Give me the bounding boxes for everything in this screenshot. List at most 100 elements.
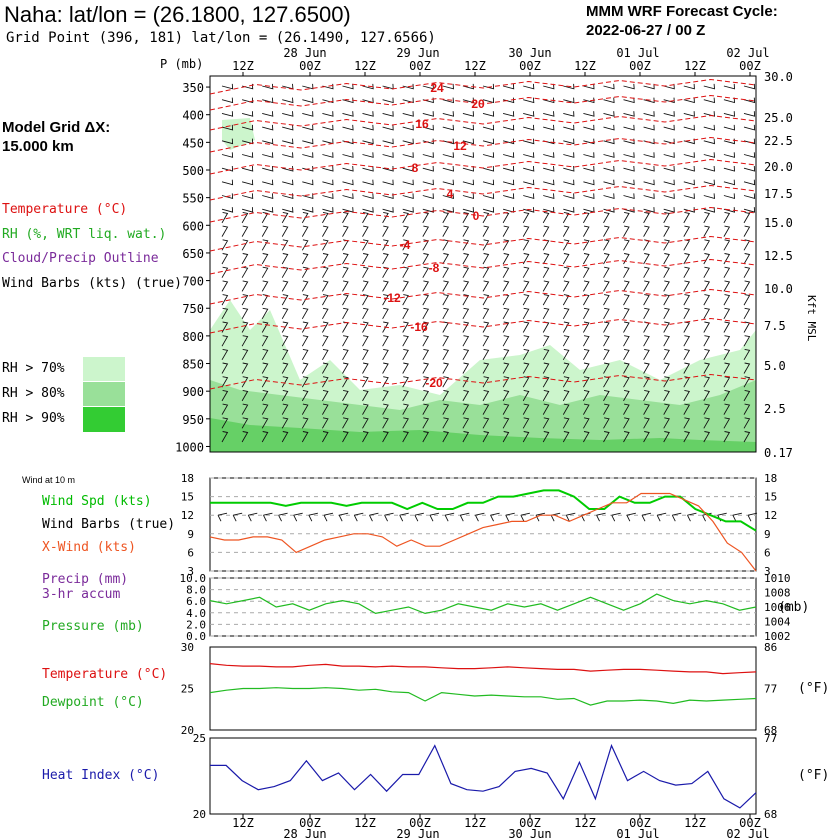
wind-barb xyxy=(482,294,490,306)
wind-barb xyxy=(301,211,309,224)
wind-barb xyxy=(442,266,450,278)
wind-barb xyxy=(462,83,474,90)
height-axis-label: Kft MSL xyxy=(805,295,818,342)
wind-barb xyxy=(583,179,595,186)
rh70-swatch xyxy=(83,357,125,381)
wind-barb xyxy=(221,389,229,402)
temp-tick-label-f: 86 xyxy=(764,641,777,654)
wind-barb xyxy=(462,266,470,278)
wind-barb xyxy=(462,376,470,388)
surface-wind-barb xyxy=(687,512,697,522)
isotherm-label: -8 xyxy=(429,261,440,275)
wind-barb xyxy=(723,431,731,443)
wind-barb xyxy=(743,389,751,402)
wind-barb xyxy=(281,211,289,224)
wind-barb xyxy=(382,335,389,347)
wind-barb xyxy=(282,111,294,117)
wind-barb xyxy=(281,266,289,278)
wind-barb xyxy=(442,179,454,186)
wind-barb xyxy=(282,138,294,145)
pressure-tick-label: 1006 xyxy=(764,601,791,614)
wind-barb xyxy=(723,239,731,251)
wind-barb xyxy=(322,348,329,361)
wind-barb xyxy=(241,83,254,90)
wind-barb xyxy=(482,389,490,402)
wind-barb xyxy=(583,253,590,265)
wind-barb xyxy=(322,138,334,145)
wind-barb xyxy=(743,152,756,158)
wind-barb xyxy=(281,417,289,429)
wind-barb xyxy=(282,207,294,213)
wind-barb xyxy=(743,294,751,306)
wind-barb xyxy=(442,211,450,224)
model-grid-label: Model Grid ΔX: xyxy=(2,119,111,136)
wind-barb xyxy=(322,280,329,292)
isotherm-line xyxy=(209,317,757,334)
surface-wind-barb xyxy=(384,512,394,522)
wind-barb xyxy=(502,211,510,224)
wind-barb xyxy=(723,335,731,347)
wind-barb xyxy=(743,97,756,104)
wind-barb xyxy=(623,211,630,224)
wind-barb xyxy=(583,431,590,443)
wind-barb xyxy=(282,165,294,172)
wind-barb xyxy=(583,225,590,237)
wind-barb xyxy=(583,348,590,361)
wind-barb xyxy=(241,111,254,117)
legend-rh: RH (%, WRT liq. wat.) xyxy=(2,227,167,242)
wind-barb xyxy=(683,225,691,237)
bottom-time-label: 12Z xyxy=(464,816,486,830)
wind-barb xyxy=(542,239,550,251)
wind-barb xyxy=(362,211,369,224)
wind-barb xyxy=(342,225,349,237)
time-tick-label: 12Z xyxy=(574,59,596,73)
wind-barb xyxy=(281,239,289,251)
temperature-frame xyxy=(209,646,757,731)
wind-barb xyxy=(402,266,409,278)
wind-barb xyxy=(743,225,751,237)
surface-wind-barb xyxy=(444,512,455,522)
wind-barb xyxy=(583,124,595,131)
wind-barb xyxy=(703,152,715,158)
wind-barb xyxy=(583,207,595,213)
wind-barb xyxy=(643,389,650,402)
wind-barb xyxy=(603,253,610,265)
wind-barb xyxy=(703,266,711,278)
wind-barb xyxy=(301,239,309,251)
date-label: 29 Jun xyxy=(396,46,439,60)
wind-barb xyxy=(663,294,670,306)
wind-barb xyxy=(502,253,510,265)
wind-barb xyxy=(643,266,650,278)
wind-barb xyxy=(422,211,430,224)
wind-barb xyxy=(382,239,389,251)
wind-barb xyxy=(442,152,454,158)
surface-wind-barb xyxy=(338,512,349,522)
wind-barb xyxy=(563,207,575,213)
wind-barb xyxy=(402,193,414,199)
wind-barb xyxy=(523,83,535,90)
wind-barb xyxy=(502,294,510,306)
wind-barb xyxy=(482,335,490,347)
wind-barb xyxy=(703,165,715,172)
wind-tick-label: 12 xyxy=(181,509,194,522)
wind-barb xyxy=(703,83,716,90)
wind-barb xyxy=(502,152,515,158)
wind-barb xyxy=(723,307,731,320)
wind-barb xyxy=(522,431,530,443)
wind-barb xyxy=(362,280,369,292)
wind-barb xyxy=(261,253,269,265)
wind-barb xyxy=(221,111,234,117)
wind-barb xyxy=(261,321,269,333)
wind-barb xyxy=(482,417,490,429)
pressure-tick-label: 1008 xyxy=(764,587,791,600)
wind-barb xyxy=(683,239,691,251)
wind-barb xyxy=(502,280,510,292)
wind-barb xyxy=(623,417,630,429)
wind-barb xyxy=(502,179,515,186)
isotherm-line xyxy=(209,184,757,201)
isotherm-line xyxy=(209,258,757,275)
wind-barb xyxy=(422,294,430,306)
wind-barb xyxy=(563,97,575,104)
wind-barb xyxy=(262,111,274,117)
